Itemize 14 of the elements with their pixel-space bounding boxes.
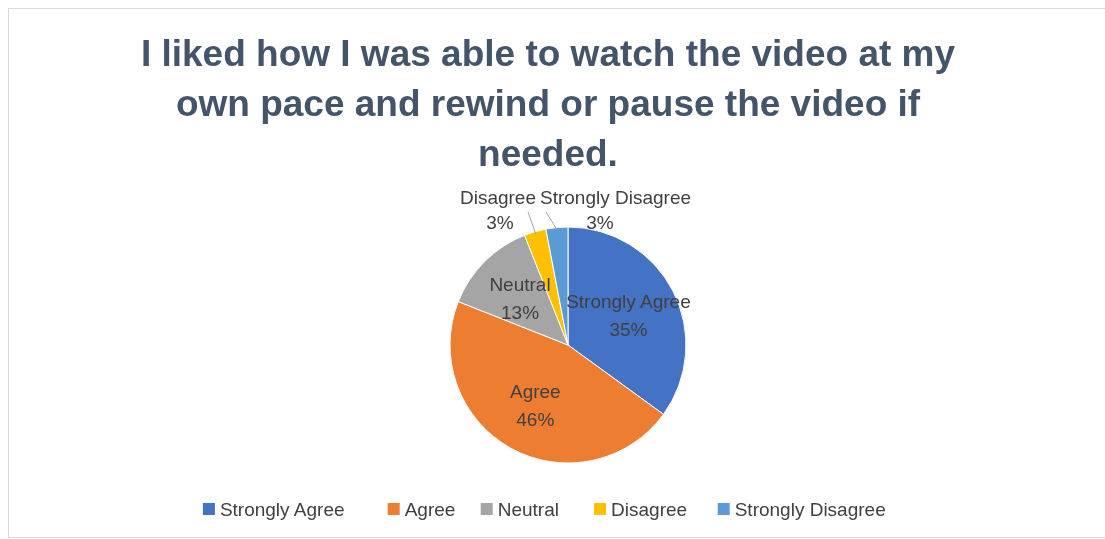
data-label: 35% (609, 319, 648, 341)
slice-label: Disagree (459, 187, 536, 208)
data-label: 46% (516, 409, 555, 431)
data-label: 3% (586, 212, 614, 233)
chart-title: I liked how I was able to watch the video at my own pace and rewind or pause the video if needed. (140, 33, 956, 174)
data-label: 3% (486, 212, 514, 233)
legend-label: Disagree (611, 499, 688, 520)
slice-label: Agree (509, 381, 561, 403)
legend-label: Neutral (497, 499, 559, 520)
data-label: 13% (501, 302, 540, 324)
legend-label: Agree (404, 499, 456, 520)
legend-label: Strongly Agree (219, 499, 345, 520)
slice-label: Strongly Disagree (540, 187, 692, 208)
legend-label: Strongly Disagree (734, 499, 886, 520)
